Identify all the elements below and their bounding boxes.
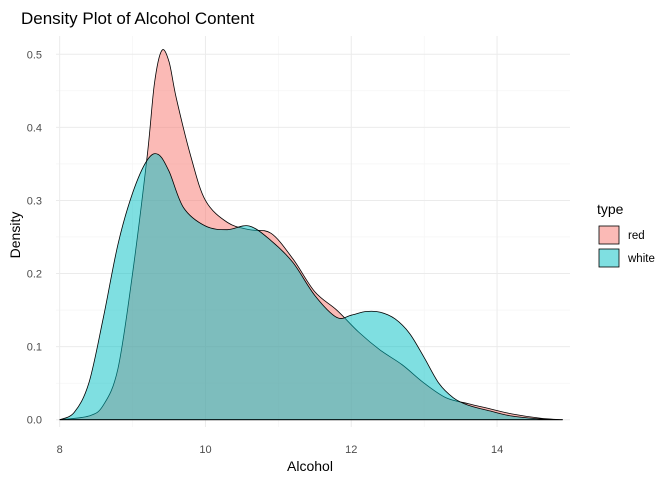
legend-swatch-red [598,225,620,245]
x-tick-label: 8 [57,444,63,456]
density-series [59,49,563,421]
y-tick-label: 0.5 [27,49,42,61]
y-tick-label: 0.0 [27,415,42,427]
x-tick-label: 10 [199,444,211,456]
legend-label-red: red [628,230,645,242]
legend-title: type [597,201,624,217]
legend: type red white [597,201,655,268]
y-axis-title: Density [7,212,23,259]
axis-ticks: 8 10 12 14 0.0 0.1 0.2 0.3 0.4 0.5 [27,49,504,456]
legend-swatch-white [598,248,620,268]
y-tick-label: 0.4 [27,122,42,134]
density-area-white [59,153,563,421]
y-tick-label: 0.1 [27,342,42,354]
x-tick-label: 12 [345,444,357,456]
chart-title: Density Plot of Alcohol Content [21,9,255,28]
x-tick-label: 14 [491,444,503,456]
legend-label-white: white [627,253,655,265]
y-tick-label: 0.2 [27,269,42,281]
x-axis-title: Alcohol [287,458,333,474]
y-tick-label: 0.3 [27,195,42,207]
